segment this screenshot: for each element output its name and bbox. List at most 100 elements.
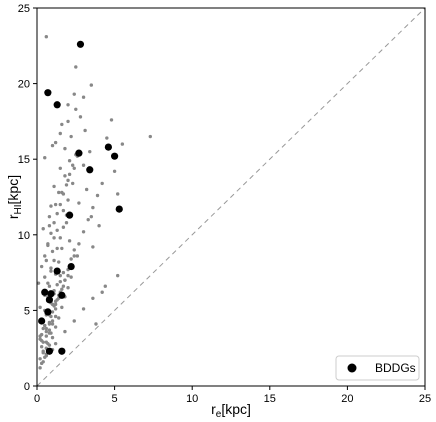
gray-data-point <box>50 335 55 340</box>
gray-data-point <box>53 140 58 145</box>
y-tick-label: 0 <box>24 381 30 393</box>
gray-data-point <box>55 282 59 287</box>
gray-data-point <box>55 246 59 251</box>
gray-data-point <box>116 192 120 196</box>
gray-data-point <box>66 119 70 124</box>
legend-label-bddgs: BDDGs <box>375 361 416 375</box>
gray-data-point <box>109 118 114 122</box>
gray-data-point <box>81 163 86 167</box>
x-axis-label: re[kpc] <box>211 401 251 420</box>
bddg-data-point <box>115 205 123 213</box>
gray-data-point <box>67 172 72 177</box>
bddg-points-group <box>38 40 123 355</box>
gray-data-point <box>81 95 86 99</box>
gray-data-point <box>66 286 70 290</box>
gray-data-point <box>53 307 58 311</box>
gray-data-point <box>112 169 117 173</box>
gray-data-point <box>89 214 94 219</box>
gray-data-point <box>66 103 70 107</box>
x-axis-label-main: r <box>211 401 216 417</box>
gray-data-point <box>52 258 56 263</box>
gray-data-point <box>60 246 64 251</box>
gray-data-point <box>57 190 61 195</box>
gray-data-point <box>38 357 42 361</box>
gray-data-point <box>50 249 55 254</box>
legend-box <box>335 355 420 381</box>
gray-data-point <box>148 134 152 139</box>
y-axis-ticks: 0 5 10 15 20 25 <box>18 3 37 393</box>
gray-data-point <box>81 307 86 311</box>
gray-data-point <box>47 214 52 219</box>
gray-data-point <box>53 325 58 329</box>
gray-data-point <box>67 159 72 163</box>
bddg-data-point <box>47 290 55 298</box>
gray-data-point <box>41 326 45 331</box>
gray-data-point <box>52 221 56 225</box>
bddg-data-point <box>45 347 54 355</box>
gray-data-point <box>91 296 95 301</box>
gray-data-point <box>38 305 42 310</box>
gray-data-point <box>84 187 89 192</box>
gray-data-point <box>69 257 73 261</box>
gray-data-point <box>77 242 81 246</box>
gray-data-point <box>36 281 41 285</box>
gray-data-point <box>67 239 72 243</box>
gray-data-point <box>100 290 104 294</box>
y-axis-label: rHI[kpc] <box>5 175 24 219</box>
gray-data-point <box>60 190 64 195</box>
x-axis-label-subscript: e <box>216 409 222 420</box>
gray-data-point <box>43 275 47 279</box>
bddg-data-point <box>53 267 61 275</box>
gray-data-point <box>46 281 50 285</box>
gray-data-point <box>38 366 42 370</box>
gray-data-point <box>39 338 44 343</box>
gray-data-point <box>69 134 73 139</box>
gray-data-point <box>41 360 45 364</box>
gray-data-point <box>91 205 95 210</box>
gray-data-point <box>43 254 47 258</box>
gray-data-point <box>103 284 107 288</box>
gray-data-point <box>74 107 78 112</box>
y-tick-label: 25 <box>18 3 30 15</box>
gray-data-point <box>63 329 67 334</box>
gray-data-point <box>61 284 66 288</box>
legend-marker-bddgs <box>347 363 357 373</box>
y-axis-label-main: r <box>5 214 21 219</box>
legend: BDDGs <box>335 355 420 381</box>
gray-data-point <box>47 224 52 228</box>
gray-data-point <box>58 131 62 136</box>
gray-data-point <box>52 184 56 189</box>
x-tick-label: 5 <box>112 393 118 405</box>
gray-data-point <box>60 287 64 291</box>
gray-data-point <box>97 224 101 228</box>
bddg-data-point <box>41 288 49 296</box>
gray-data-point <box>44 258 49 263</box>
bddg-data-point <box>104 143 112 151</box>
gray-data-point <box>69 275 73 279</box>
gray-data-point <box>50 143 55 148</box>
gray-data-point <box>52 236 56 240</box>
x-axis-label-unit: [kpc] <box>221 401 251 417</box>
gray-data-point <box>50 319 55 323</box>
gray-data-point <box>72 166 76 170</box>
gray-data-point <box>49 266 53 270</box>
gray-data-point <box>100 181 104 186</box>
gray-data-point <box>47 343 52 347</box>
gray-data-point <box>60 305 64 310</box>
gray-data-point <box>61 208 66 213</box>
gray-data-point <box>38 334 42 338</box>
y-tick-label: 20 <box>18 79 30 91</box>
bddg-data-point <box>58 347 66 355</box>
gray-data-point <box>43 155 47 160</box>
bddg-data-point <box>38 317 46 325</box>
gray-data-point <box>44 329 49 334</box>
gray-data-point <box>57 316 61 320</box>
gray-data-point <box>50 310 55 314</box>
gray-data-point <box>120 142 125 146</box>
y-axis-label-subscript: HI <box>13 204 24 214</box>
bddg-data-point <box>44 89 52 97</box>
bddg-data-point <box>45 296 54 304</box>
gray-data-point <box>44 35 49 39</box>
gray-data-point <box>94 322 98 326</box>
